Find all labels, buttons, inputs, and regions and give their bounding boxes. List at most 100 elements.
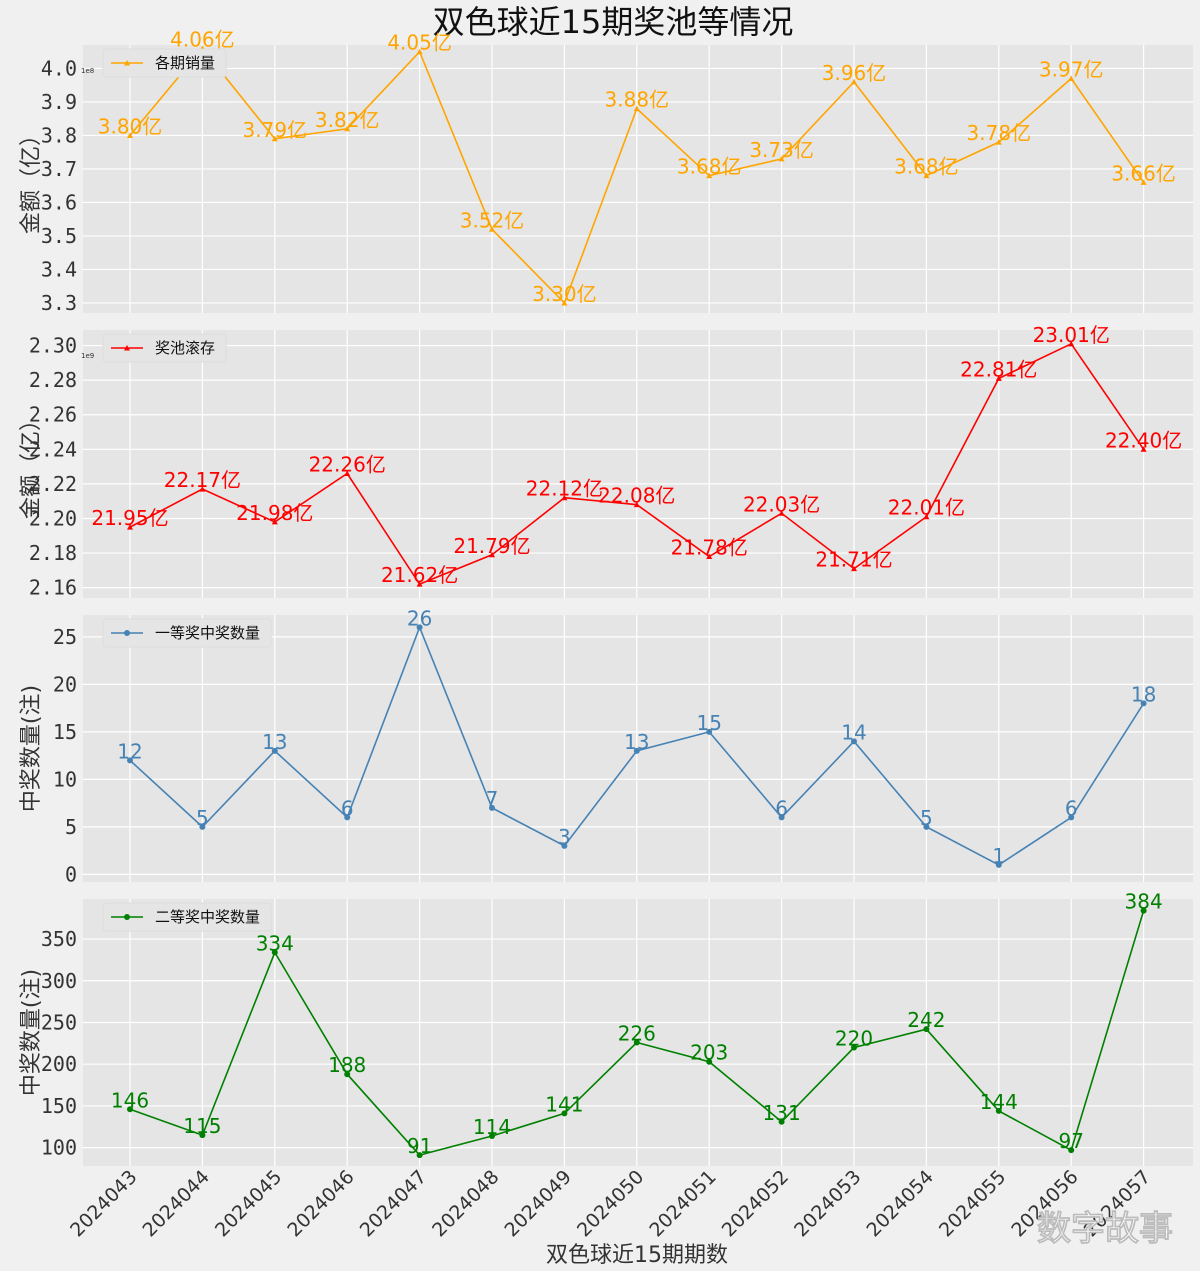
- data-label: 3.78亿: [967, 121, 1032, 145]
- y-tick-label: 3.5: [41, 224, 77, 248]
- legend-label: 二等奖中奖数量: [155, 908, 260, 926]
- data-label: 21.98亿: [236, 501, 313, 525]
- data-point: [561, 299, 568, 306]
- data-point: [633, 105, 640, 112]
- data-point: [706, 553, 713, 560]
- data-label: 15: [696, 711, 721, 735]
- y-tick-label: 10: [53, 767, 77, 791]
- legend-marker: [124, 630, 130, 636]
- data-point: [489, 551, 495, 558]
- y-tick-label: 25: [53, 625, 77, 649]
- y-tick-label: 150: [41, 1094, 77, 1118]
- y-tick-label: 2.18: [29, 541, 77, 565]
- legend: 各期销量: [102, 48, 227, 78]
- panel-4: 100 150 200 250 300 350 中奖数量(注) 146 115 334 188 91 1…: [19, 890, 1193, 1241]
- data-point: [778, 155, 785, 162]
- y-tick-label: 2.26: [29, 403, 77, 427]
- legend-marker: [124, 914, 130, 920]
- plot-area: [83, 45, 1193, 313]
- data-point: [344, 470, 351, 477]
- data-label: 18: [1131, 682, 1156, 706]
- data-label: 3.73亿: [749, 138, 814, 162]
- data-point: [199, 486, 206, 492]
- data-label: 146: [111, 1088, 149, 1112]
- data-label: 23.01亿: [1033, 323, 1110, 347]
- data-point: [706, 728, 713, 735]
- data-label: 144: [980, 1090, 1018, 1114]
- data-point: [344, 814, 351, 821]
- data-point: [561, 1110, 568, 1117]
- x-tick-label: 2024043: [66, 1166, 141, 1241]
- y-tick-label: 2.16: [29, 576, 77, 600]
- y-tick-label: 3.9: [41, 90, 77, 114]
- data-label: 22.12亿: [526, 477, 603, 501]
- x-tick-label: 2024047: [356, 1166, 431, 1241]
- data-point: [995, 139, 1002, 145]
- y-offset-label: 1e8: [81, 67, 94, 75]
- data-point: [1068, 75, 1075, 81]
- x-tick-label: 2024050: [573, 1166, 648, 1241]
- data-label: 21.79亿: [453, 534, 530, 558]
- x-tick-label: 2024048: [428, 1166, 503, 1241]
- data-label: 6: [775, 796, 788, 820]
- data-label: 22.08亿: [598, 484, 675, 508]
- data-label: 3.88亿: [605, 88, 670, 112]
- data-label: 131: [763, 1101, 801, 1125]
- data-label: 3: [558, 825, 571, 849]
- data-point: [271, 747, 278, 754]
- data-point: [344, 1071, 351, 1078]
- legend-label: 奖池滚存: [155, 339, 215, 357]
- x-tick-label: 2024051: [645, 1166, 720, 1241]
- data-label: 3.82亿: [315, 108, 380, 132]
- data-point: [1068, 340, 1075, 347]
- legend-label: 一等奖中奖数量: [155, 624, 260, 642]
- data-label: 21.71亿: [815, 548, 892, 572]
- y-tick-label: 4.0: [41, 56, 77, 80]
- data-point: [127, 132, 133, 138]
- data-point: [1068, 1147, 1075, 1154]
- y-tick-label: 15: [53, 720, 77, 744]
- data-label: 13: [262, 730, 287, 754]
- data-label: 21.95亿: [91, 506, 168, 530]
- data-label: 3.68亿: [677, 155, 742, 179]
- x-tick-label: 2024044: [139, 1166, 214, 1241]
- y-tick-label: 3.4: [41, 257, 77, 281]
- y-tick-label: 350: [41, 927, 77, 951]
- data-label: 242: [907, 1008, 945, 1032]
- legend: 二等奖中奖数量: [102, 902, 272, 932]
- data-point: [851, 565, 857, 572]
- data-label: 12: [117, 739, 142, 763]
- data-point: [416, 624, 423, 631]
- legend-box: [102, 618, 272, 648]
- data-point: [271, 135, 278, 142]
- data-point: [271, 518, 278, 525]
- y-tick-label: 0: [65, 862, 77, 886]
- data-label: 141: [545, 1092, 583, 1116]
- data-point: [489, 1132, 495, 1139]
- data-label: 22.40亿: [1105, 428, 1182, 452]
- y-tick-label: 3.7: [41, 157, 77, 181]
- y-tick-label: 2.30: [29, 334, 77, 358]
- data-label: 5: [920, 806, 933, 830]
- data-point: [633, 1039, 640, 1046]
- data-label: 14: [841, 720, 866, 744]
- data-point: [995, 861, 1002, 868]
- data-label: 3.97亿: [1039, 58, 1104, 82]
- data-label: 3.52亿: [460, 208, 525, 232]
- y-tick-label: 100: [41, 1136, 77, 1160]
- legend-label: 各期销量: [155, 54, 215, 72]
- y-tick-label: 2.22: [29, 472, 77, 496]
- data-label: 22.17亿: [164, 468, 241, 492]
- data-point: [851, 1044, 857, 1051]
- data-point: [489, 804, 495, 811]
- legend-box: [102, 902, 272, 932]
- data-label: 6: [341, 796, 354, 820]
- data-point: [995, 375, 1002, 381]
- x-tick-label: 2024055: [935, 1166, 1010, 1241]
- data-label: 384: [1125, 890, 1163, 914]
- data-label: 3.79亿: [243, 118, 308, 142]
- data-point: [561, 842, 568, 849]
- y-offset-label: 1e9: [81, 352, 94, 360]
- data-point: [633, 747, 640, 754]
- x-tick-label: 2024054: [863, 1166, 938, 1241]
